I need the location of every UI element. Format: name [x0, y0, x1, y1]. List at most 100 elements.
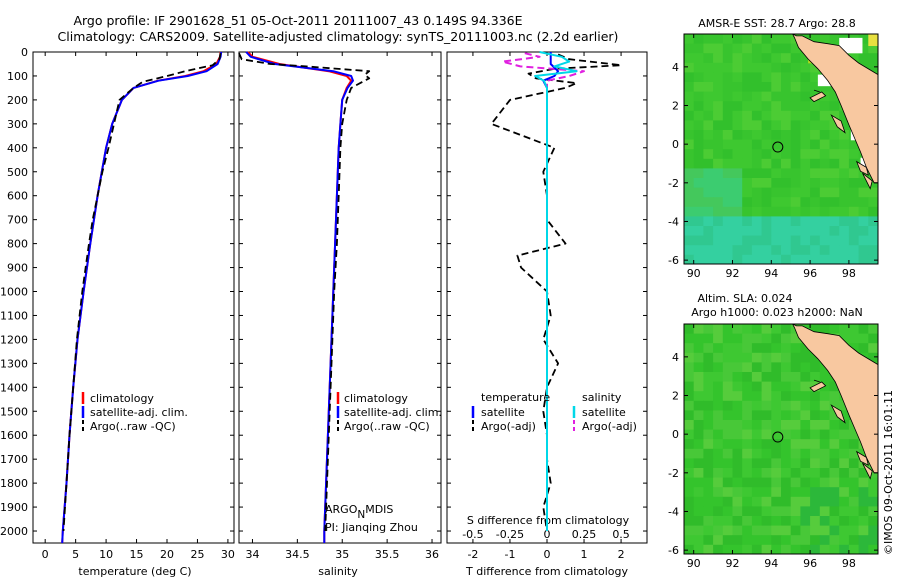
map-cell [868, 206, 878, 217]
map-cell [722, 235, 733, 246]
map-cell [684, 235, 695, 246]
map-cell [693, 391, 704, 402]
map-cell [761, 178, 772, 189]
depth-tick-label: 1700 [0, 453, 28, 466]
map-cell [781, 544, 792, 554]
map-cell [693, 62, 704, 73]
map-cell [819, 34, 830, 45]
s-diff-tick-label: 0 [544, 528, 551, 541]
map-cell [761, 506, 772, 517]
map-cell [732, 343, 743, 354]
map-cell [829, 506, 840, 517]
map-cell [693, 506, 704, 517]
series-line-salinity-argo-adj [501, 52, 585, 531]
map-cell [703, 372, 714, 383]
map-cell [732, 110, 743, 121]
series-line-climatology [61, 51, 222, 544]
lat-tick-label: 0 [672, 428, 679, 441]
map-cell [800, 53, 811, 64]
map-cell [722, 516, 733, 527]
map-cell [693, 400, 704, 411]
depth-tick-label: 700 [7, 214, 28, 227]
map-cell [781, 197, 792, 208]
map-cell [751, 420, 763, 431]
map-cell [790, 82, 801, 93]
map-cell [839, 420, 850, 431]
map-cell [722, 544, 733, 554]
map-cell [703, 324, 714, 335]
map-cell [819, 324, 830, 335]
map-cell [703, 391, 714, 402]
map-cell [858, 516, 869, 527]
map-cell [790, 206, 801, 217]
map-cell [800, 130, 811, 141]
map-cell [722, 496, 733, 507]
map-cell [810, 544, 821, 554]
profile-series [61, 51, 622, 544]
map-cell [829, 487, 840, 498]
map-cell [839, 187, 850, 198]
map-cell [800, 72, 811, 83]
map-cell [819, 544, 830, 554]
map-cell [713, 496, 724, 507]
map-cell [713, 381, 724, 392]
map-cell [713, 525, 724, 536]
map-cell [761, 439, 772, 450]
map-cell [839, 158, 850, 169]
lon-tick-label: 90 [687, 267, 701, 280]
map-cell [713, 391, 724, 402]
lat-tick-label: -6 [668, 254, 679, 267]
map-cell [693, 439, 704, 450]
map-cell [790, 254, 801, 264]
map-cell [713, 53, 724, 64]
map-cell [790, 62, 801, 73]
map-cell [848, 324, 860, 335]
map-cell [742, 487, 753, 498]
map-cell [703, 245, 714, 256]
x-tick-label: 34 [245, 548, 259, 561]
map-cell [751, 168, 763, 179]
map-cell [868, 178, 878, 189]
map-cell [761, 206, 772, 217]
map-cell [684, 245, 695, 256]
map-cell [790, 535, 801, 546]
map-cell [732, 458, 743, 469]
map-cell [781, 448, 792, 459]
map-cell [800, 206, 811, 217]
missing-data-patch [839, 37, 863, 54]
map-cell [761, 362, 772, 373]
island [813, 379, 820, 383]
map-cell [800, 187, 811, 198]
map-cell [703, 516, 714, 527]
x-tick-label: 35 [335, 548, 349, 561]
map-cell [761, 525, 772, 536]
map-cell [761, 226, 772, 237]
map-cell [693, 410, 704, 421]
map-cell [761, 381, 772, 392]
map-cell [742, 187, 753, 198]
map-cell [810, 254, 821, 264]
map-cell [848, 429, 860, 440]
map-cell [829, 410, 840, 421]
map-cell [732, 62, 743, 73]
map-cell [858, 477, 869, 488]
map-cell [684, 381, 695, 392]
map-cell [693, 352, 704, 363]
map-cell [751, 448, 763, 459]
map-cell [713, 168, 724, 179]
map-cell [771, 372, 782, 383]
map-cell [829, 391, 840, 402]
legend-label-satellite-adj: satellite-adj. clim. [344, 406, 442, 419]
map-cell [819, 429, 830, 440]
map-cell [848, 53, 860, 64]
map-cell [693, 343, 704, 354]
depth-tick-label: 900 [7, 262, 28, 275]
map-cell [732, 410, 743, 421]
map-cell [839, 544, 850, 554]
map-cell [722, 410, 733, 421]
depth-tick-label: 1400 [0, 381, 28, 394]
map-cell [868, 53, 878, 64]
map-cell [781, 168, 792, 179]
lon-tick-label: 98 [842, 267, 856, 280]
map-cell [742, 352, 753, 363]
